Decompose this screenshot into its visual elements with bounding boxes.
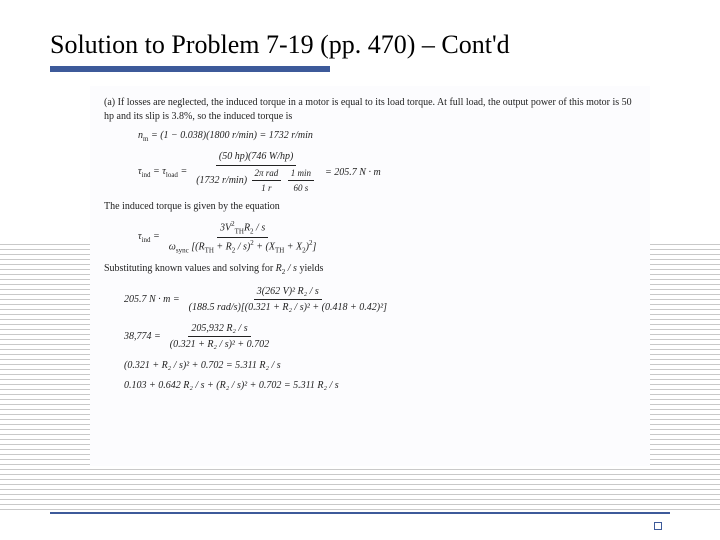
eq3-den-f: + X (284, 242, 302, 253)
eq2-den-a: (1732 r/min) (196, 175, 247, 186)
eq3-eq: = (151, 231, 160, 242)
eq4-den: (188.5 rad/s)[(0.321 + R₂ / s)² + (0.418… (186, 300, 390, 315)
eq4: 205.7 N · m = 3(262 V)² R₂ / s (188.5 ra… (124, 285, 636, 315)
eq3-lhs-sub: ind (142, 236, 151, 244)
eq3-den-c: + R (214, 242, 232, 253)
corner-square-icon (654, 522, 662, 530)
eq3-lhs-wrap: τind = (138, 230, 160, 245)
para-a: (a) If losses are neglected, the induced… (104, 96, 636, 123)
eq1-body: = (1 − 0.038)(1800 r/min) = 1732 r/min (148, 130, 312, 141)
eq3-den-b-sub: TH (205, 247, 214, 255)
eq2-eq2: = (178, 166, 187, 177)
eq3-den-a-sub: sync (176, 247, 189, 255)
eq3-num-a-sub: TH (235, 227, 244, 235)
para-b: The induced torque is given by the equat… (104, 200, 636, 214)
eq3-den-e-sub: TH (275, 247, 284, 255)
eq2-den-f1: 2π rad 1 r (252, 167, 282, 194)
eq3-den-d: / s) (235, 242, 250, 253)
eq4-lhs: 205.7 N · m = (124, 293, 180, 307)
eq3-den: ωsync [(RTH + R2 / s)2 + (XTH + X2)2] (166, 238, 320, 256)
eq-tau-formula: τind = 3V2THR2 / s ωsync [(RTH + R2 / s)… (138, 220, 636, 257)
eq-tau-load: τind = τload = (50 hp)(746 W/hp) (1732 r… (138, 150, 636, 194)
eq3-den-e: + (X (254, 242, 275, 253)
eq3-num: 3V2THR2 / s (217, 220, 268, 239)
eq5-frac: 205,932 R₂ / s (0.321 + R₂ / s)² + 0.702 (167, 322, 272, 352)
eq4-frac: 3(262 V)² R₂ / s (188.5 rad/s)[(0.321 + … (186, 285, 390, 315)
eq5-num: 205,932 R₂ / s (188, 322, 250, 338)
slide-container: Solution to Problem 7-19 (pp. 470) – Con… (0, 0, 720, 540)
eq-nm: nm = (1 − 0.038)(1800 r/min) = 1732 r/mi… (138, 129, 636, 144)
para-c-c: / s (285, 263, 297, 274)
eq5-den: (0.321 + R₂ / s)² + 0.702 (167, 337, 272, 352)
eq5: 38,774 = 205,932 R₂ / s (0.321 + R₂ / s)… (124, 322, 636, 352)
eq3-num-c: / s (254, 222, 266, 233)
eq2-lhs-sub: ind (142, 171, 151, 179)
eq3-den-b: (R (195, 242, 204, 253)
page-title: Solution to Problem 7-19 (pp. 470) – Con… (50, 30, 670, 60)
eq3-den-g-sup: 2 (309, 239, 313, 247)
eq2-frac: (50 hp)(746 W/hp) (1732 r/min) 2π rad 1 … (193, 150, 319, 194)
eq3-frac: 3V2THR2 / s ωsync [(RTH + R2 / s)2 + (XT… (166, 220, 320, 257)
eq2-den: (1732 r/min) 2π rad 1 r 1 min 60 s (193, 166, 319, 194)
eq2-eq: = τ (151, 166, 166, 177)
solution-content: (a) If losses are neglected, the induced… (90, 86, 650, 466)
eq2-den-f2: 1 min 60 s (288, 167, 314, 194)
para-c-d: yields (297, 263, 323, 274)
para-c-a: Substituting known values and solving fo… (104, 263, 276, 274)
title-underline (50, 66, 330, 72)
eq6: (0.321 + R₂ / s)² + 0.702 = 5.311 R₂ / s (124, 359, 636, 373)
bottom-rule (50, 512, 670, 514)
para-c: Substituting known values and solving fo… (104, 262, 636, 277)
eq3-num-a: 3V (220, 222, 231, 233)
eq2-num: (50 hp)(746 W/hp) (216, 150, 296, 166)
eq2-part: τind = τload = (138, 165, 187, 180)
eq5-lhs: 38,774 = (124, 330, 161, 344)
eq2-result: = 205.7 N · m (325, 166, 381, 180)
eq3-den-a: ω (169, 242, 176, 253)
eq4-num: 3(262 V)² R₂ / s (254, 285, 322, 301)
eq2-den-b-num: 2π rad (252, 167, 282, 181)
eq2-eq-sub: load (166, 171, 178, 179)
eq2-den-b-den: 1 r (258, 181, 274, 194)
eq2-den-c-den: 60 s (291, 181, 312, 194)
eq7: 0.103 + 0.642 R₂ / s + (R₂ / s)² + 0.702… (124, 379, 636, 393)
eq2-den-c-num: 1 min (288, 167, 314, 181)
